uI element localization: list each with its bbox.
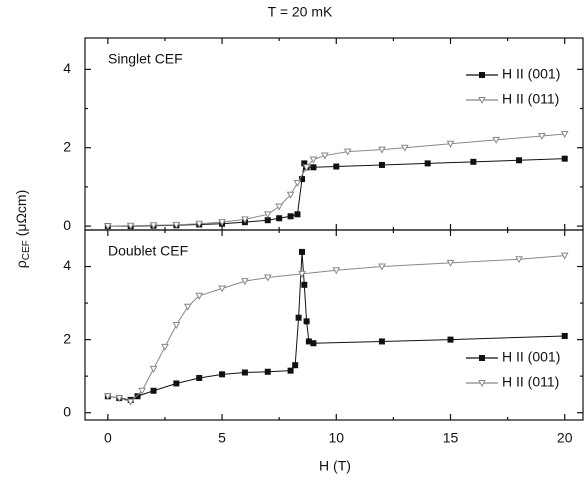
data-point [561, 332, 568, 339]
data-point [292, 362, 299, 369]
data-point [172, 322, 181, 330]
x-tick-label: 10 [328, 430, 344, 446]
y-label-subscript: CEF [21, 240, 32, 260]
data-point [424, 160, 431, 167]
data-point [172, 221, 181, 229]
legend-marker [479, 355, 485, 361]
series-line [107, 255, 565, 403]
data-point [219, 371, 226, 378]
y-axis-label: ρCEF (μΩcm) [13, 190, 32, 269]
data-point [515, 256, 523, 264]
y-tick-label: 4 [63, 257, 71, 273]
data-point [149, 222, 158, 230]
legend-marker [479, 72, 485, 78]
data-point [104, 393, 112, 401]
panel-label: Doublet CEF [108, 243, 188, 259]
data-point [218, 219, 226, 227]
data-point [173, 380, 180, 387]
x-tick-label: 20 [557, 430, 573, 446]
data-point [126, 398, 135, 406]
data-point [302, 164, 311, 172]
data-point [299, 248, 306, 255]
data-point [492, 136, 501, 144]
data-point [301, 281, 308, 288]
data-point [333, 163, 340, 170]
legend-marker [478, 380, 486, 388]
x-tick-label: 0 [104, 430, 112, 446]
data-point [295, 314, 302, 321]
legend-label: H II (011) [502, 374, 559, 390]
y-tick-label: 0 [63, 403, 71, 419]
legend-marker [478, 97, 486, 105]
data-point [287, 367, 294, 374]
data-point [560, 131, 569, 139]
data-point [538, 132, 546, 141]
data-point [332, 267, 341, 275]
legend-label: H II (001) [502, 349, 560, 365]
data-point [196, 374, 203, 381]
data-point [294, 211, 301, 218]
data-point [378, 338, 385, 345]
data-point [287, 213, 294, 220]
series-line [107, 133, 565, 227]
data-point [134, 393, 141, 400]
data-point [241, 216, 249, 224]
data-point [161, 343, 169, 351]
panel-label: Singlet CEF [108, 51, 183, 67]
data-point [195, 220, 204, 228]
data-point [264, 217, 271, 224]
data-point [276, 215, 283, 222]
data-point [218, 285, 226, 293]
data-point [126, 222, 135, 230]
data-point [400, 144, 409, 152]
y-label-symbol: ρ [13, 260, 29, 268]
data-point [321, 152, 329, 160]
data-point [241, 369, 248, 376]
data-point [264, 368, 271, 375]
data-point [310, 340, 317, 347]
data-point [298, 270, 306, 278]
y-tick-label: 0 [63, 217, 71, 233]
y-tick-label: 2 [63, 330, 71, 346]
data-point [309, 156, 318, 164]
data-point [263, 211, 272, 219]
y-label-unit: (μΩcm) [13, 190, 29, 237]
data-point [293, 179, 302, 188]
data-point [447, 336, 454, 343]
data-point [241, 278, 249, 286]
x-tick-label: 15 [443, 430, 459, 446]
data-point [195, 292, 204, 300]
data-point [560, 252, 569, 260]
y-tick-label: 4 [63, 60, 71, 76]
x-tick-label: 5 [218, 430, 226, 446]
data-point [149, 365, 158, 373]
data-point [115, 395, 124, 403]
data-point [378, 161, 385, 168]
legend-label: H II (011) [502, 91, 559, 107]
data-point [303, 318, 310, 325]
y-tick-label: 2 [63, 138, 71, 154]
data-point [516, 157, 523, 164]
data-point [446, 140, 455, 148]
data-point [561, 155, 568, 162]
data-point [470, 158, 477, 165]
plot-frame [84, 229, 584, 421]
data-point [150, 387, 157, 394]
data-point [446, 259, 455, 267]
data-point [263, 274, 272, 282]
data-point [310, 164, 317, 171]
data-point [104, 223, 112, 231]
data-point [286, 191, 295, 199]
chart-title: T = 20 mK [268, 4, 333, 20]
data-point [138, 387, 146, 395]
data-point [378, 146, 386, 154]
x-axis-label: H (T) [319, 458, 351, 474]
data-point [343, 148, 352, 156]
data-point [183, 303, 192, 311]
data-point [275, 203, 284, 211]
legend-label: H II (001) [502, 66, 560, 82]
data-point [378, 263, 386, 271]
